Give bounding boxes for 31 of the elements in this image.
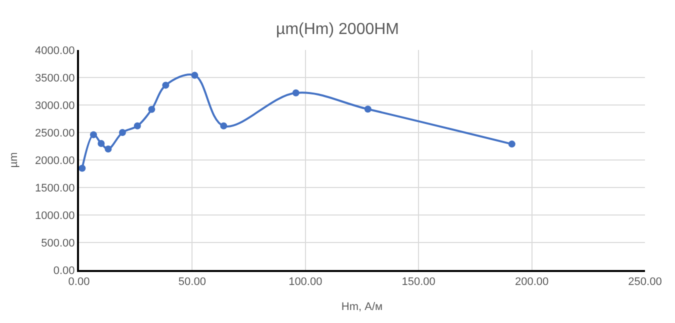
- x-tick-label: 250.00: [628, 276, 662, 288]
- y-tick-label: 3500.00: [35, 72, 75, 84]
- point: [79, 164, 86, 172]
- y-tick-label: 3000.00: [35, 100, 75, 112]
- point: [98, 140, 105, 147]
- point: [220, 122, 228, 130]
- point: [162, 82, 170, 89]
- y-tick-label: 2000.00: [35, 154, 75, 167]
- point: [90, 131, 97, 138]
- y-tick-label: 0.00: [53, 264, 75, 277]
- x-axis-title: Hm, А/м: [341, 300, 383, 313]
- y-tick-label: 1000.00: [35, 210, 75, 222]
- x-tick-label: 100.00: [288, 276, 322, 288]
- point: [148, 106, 156, 113]
- point: [134, 122, 141, 130]
- chart-title: µm(Hm) 2000НМ: [276, 20, 400, 38]
- point: [508, 140, 516, 148]
- y-tick-label: 2500.00: [35, 127, 75, 140]
- y-axis-title: µm: [8, 152, 20, 168]
- x-tick-label: 200.00: [514, 276, 549, 288]
- point: [292, 89, 300, 96]
- x-tick-label: 150.00: [402, 276, 436, 288]
- point: [364, 106, 372, 113]
- point: [104, 146, 112, 152]
- y-tick-label: 4000.00: [35, 44, 75, 57]
- x-tick-label: 0.00: [68, 276, 90, 288]
- x-tick-label: 50.00: [178, 276, 206, 288]
- point: [118, 129, 126, 136]
- y-tick-label: 500.00: [41, 237, 75, 250]
- point: [191, 72, 198, 79]
- y-tick-label: 1500.00: [35, 182, 75, 194]
